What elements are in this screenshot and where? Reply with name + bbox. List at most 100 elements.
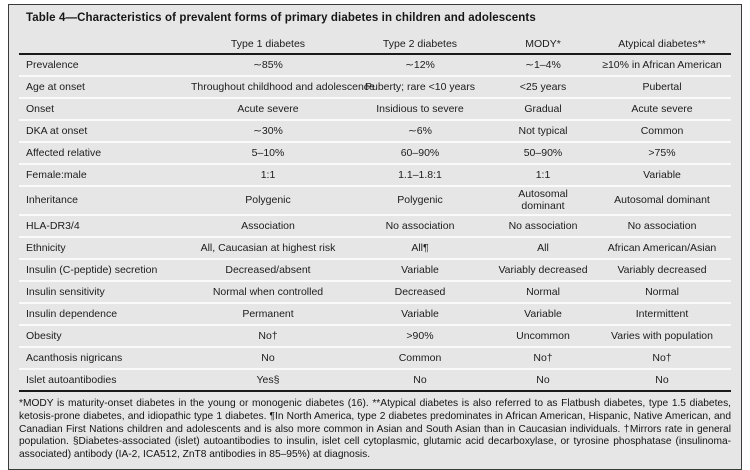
cell-mody: Uncommon: [493, 324, 593, 348]
table-row-inheritance: Inheritance Polygenic Polygenic Autosoma…: [19, 186, 731, 216]
cell-atypical: Varies with population: [593, 324, 731, 348]
cell-atypical: African American/Asian: [593, 236, 731, 260]
cell-atypical: Variable: [593, 164, 731, 187]
cell-atypical: >75%: [593, 142, 731, 165]
cell-type2: 60–90%: [347, 142, 493, 165]
cell-type1: 5–10%: [189, 142, 347, 165]
cell-type2: >90%: [347, 324, 493, 348]
page: Table 4—Characteristics of prevalent for…: [8, 4, 742, 470]
cell-type2: 1.1–1.8:1: [347, 164, 493, 187]
cell-mody: Variably decreased: [493, 258, 593, 282]
cell-mody: Autosomal dominant: [493, 186, 593, 216]
cell-type2: Common: [347, 346, 493, 370]
cell-type1: 1:1: [189, 164, 347, 187]
row-label: Insulin sensitivity: [19, 280, 189, 304]
cell-type2: ∼12%: [347, 54, 493, 77]
cell-type1: Acute severe: [189, 98, 347, 121]
cell-atypical: No association: [593, 214, 731, 238]
column-header-type2: Type 2 diabetes: [347, 29, 493, 55]
table-footnote: *MODY is maturity-onset diabetes in the …: [19, 397, 731, 461]
cell-type2: Decreased: [347, 280, 493, 304]
cell-type2: Polygenic: [347, 186, 493, 216]
cell-type2: No association: [347, 214, 493, 238]
cell-mody: Variable: [493, 302, 593, 326]
cell-mody: <25 years: [493, 76, 593, 99]
row-label: Inheritance: [19, 186, 189, 216]
cell-atypical: No†: [593, 346, 731, 370]
table-row-obesity: Obesity No† >90% Uncommon Varies with po…: [19, 324, 731, 348]
cell-type1: No†: [189, 324, 347, 348]
cell-type2: Insidious to severe: [347, 98, 493, 121]
cell-type2: Variable: [347, 258, 493, 282]
cell-type2: No: [347, 368, 493, 392]
table-figure: Table 4—Characteristics of prevalent for…: [8, 4, 742, 470]
cell-type1: ∼85%: [189, 54, 347, 77]
cell-mody: Gradual: [493, 98, 593, 121]
row-label: Female:male: [19, 164, 189, 187]
table-row-acanthosis-nigricans: Acanthosis nigricans No Common No† No†: [19, 346, 731, 370]
row-label: HLA-DR3/4: [19, 214, 189, 238]
table-row-islet-autoantibodies: Islet autoantibodies Yes§ No No No: [19, 368, 731, 392]
table-row-ethnicity: Ethnicity All, Caucasian at highest risk…: [19, 236, 731, 260]
cell-type1: Normal when controlled: [189, 280, 347, 304]
row-label: Ethnicity: [19, 236, 189, 260]
cell-type1: Yes§: [189, 368, 347, 392]
diabetes-characteristics-table: Type 1 diabetes Type 2 diabetes MODY* At…: [19, 29, 731, 392]
table-row-insulin-sensitivity: Insulin sensitivity Normal when controll…: [19, 280, 731, 304]
row-label: Prevalence: [19, 54, 189, 77]
cell-atypical: Autosomal dominant: [593, 186, 731, 216]
table-row-age-at-onset: Age at onset Throughout childhood and ad…: [19, 76, 731, 99]
cell-mody: Not typical: [493, 120, 593, 143]
cell-mody: 1:1: [493, 164, 593, 187]
cell-type1: Polygenic: [189, 186, 347, 216]
row-label: Insulin (C-peptide) secretion: [19, 258, 189, 282]
table-row-female-male: Female:male 1:1 1.1–1.8:1 1:1 Variable: [19, 164, 731, 187]
cell-atypical: Acute severe: [593, 98, 731, 121]
cell-type2: ∼6%: [347, 120, 493, 143]
row-label: Age at onset: [19, 76, 189, 99]
cell-mody: 50–90%: [493, 142, 593, 165]
cell-mody: No: [493, 368, 593, 392]
cell-type1: No: [189, 346, 347, 370]
cell-type2: Puberty; rare <10 years: [347, 76, 493, 99]
cell-type1: ∼30%: [189, 120, 347, 143]
cell-mody: No†: [493, 346, 593, 370]
row-label: DKA at onset: [19, 120, 189, 143]
column-header-rowlabels: [19, 29, 189, 55]
row-label: Onset: [19, 98, 189, 121]
cell-type1: Throughout childhood and adolescence: [189, 76, 375, 99]
row-label: Affected relative: [19, 142, 189, 165]
table-row-insulin-secretion: Insulin (C-peptide) secretion Decreased/…: [19, 258, 731, 282]
cell-type2: All¶: [347, 236, 493, 260]
cell-mody: ∼1–4%: [493, 54, 593, 77]
cell-mody-text: Autosomal dominant: [518, 188, 568, 213]
cell-mody: No association: [493, 214, 593, 238]
cell-atypical: Pubertal: [593, 76, 731, 99]
header-row: Type 1 diabetes Type 2 diabetes MODY* At…: [19, 29, 731, 55]
cell-type1: Association: [189, 214, 347, 238]
table-row-onset: Onset Acute severe Insidious to severe G…: [19, 98, 731, 121]
cell-atypical: Normal: [593, 280, 731, 304]
row-label: Obesity: [19, 324, 189, 348]
cell-atypical: Variably decreased: [593, 258, 731, 282]
column-header-type1: Type 1 diabetes: [189, 29, 347, 55]
table-title: Table 4—Characteristics of prevalent for…: [26, 12, 536, 24]
table-row-affected-relative: Affected relative 5–10% 60–90% 50–90% >7…: [19, 142, 731, 165]
cell-atypical: ≥10% in African American: [593, 54, 731, 77]
cell-atypical: Intermittent: [593, 302, 731, 326]
table-row-insulin-dependence: Insulin dependence Permanent Variable Va…: [19, 302, 731, 326]
column-header-mody: MODY*: [493, 29, 593, 55]
cell-type2: Variable: [347, 302, 493, 326]
cell-type1: Permanent: [189, 302, 347, 326]
cell-atypical: No: [593, 368, 731, 392]
column-header-atypical: Atypical diabetes**: [593, 29, 731, 55]
table-row-dka-at-onset: DKA at onset ∼30% ∼6% Not typical Common: [19, 120, 731, 143]
cell-mody: All: [493, 236, 593, 260]
cell-atypical: Common: [593, 120, 731, 143]
table-row-prevalence: Prevalence ∼85% ∼12% ∼1–4% ≥10% in Afric…: [19, 54, 731, 77]
cell-type1: Decreased/absent: [189, 258, 347, 282]
row-label: Islet autoantibodies: [19, 368, 189, 392]
table-row-hla-dr34: HLA-DR3/4 Association No association No …: [19, 214, 731, 238]
cell-mody: Normal: [493, 280, 593, 304]
row-label: Acanthosis nigricans: [19, 346, 189, 370]
